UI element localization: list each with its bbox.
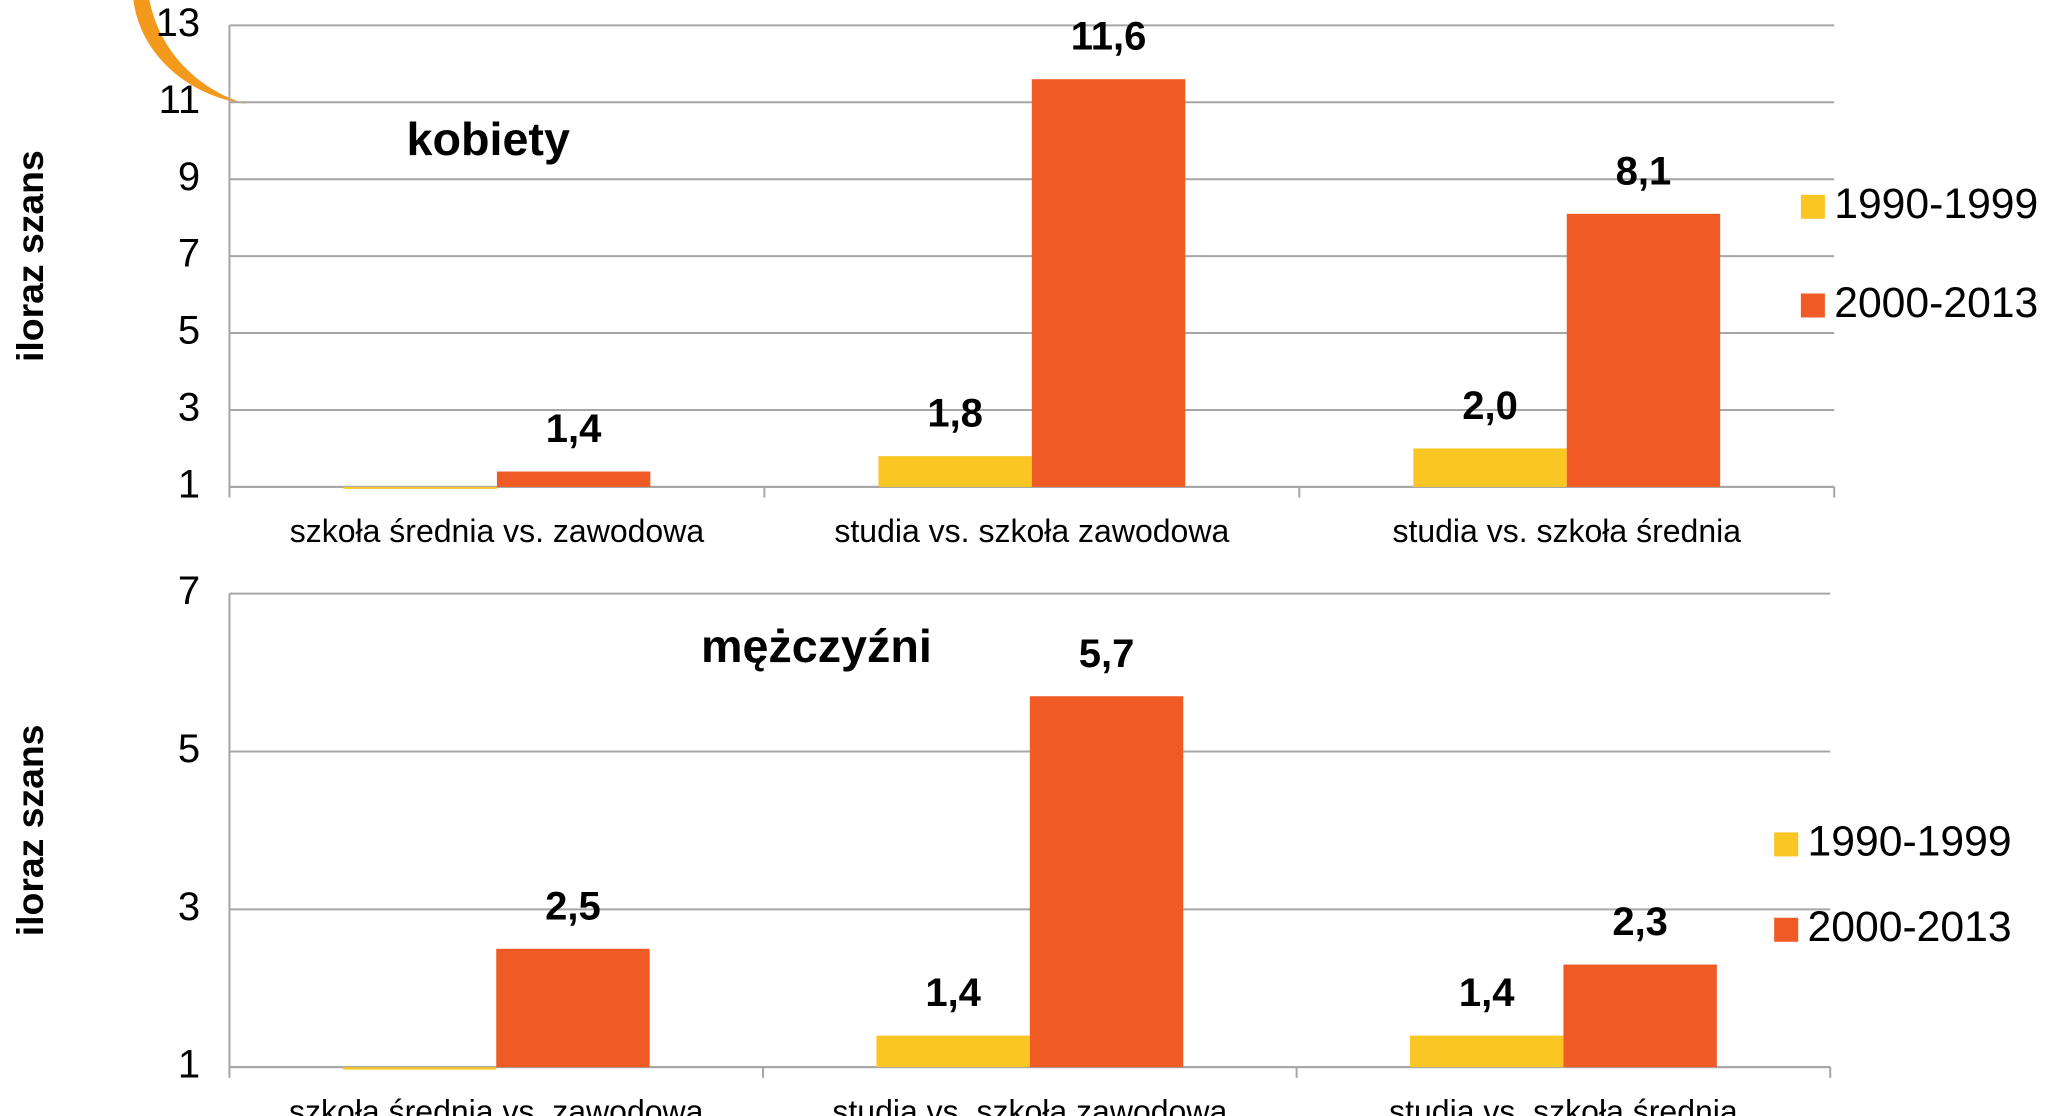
y-tick-label: 11 (159, 78, 201, 122)
x-tick-label: studia vs. szkoła zawodowa (832, 1093, 1227, 1116)
decoration (133, 0, 247, 105)
bar (1563, 964, 1717, 1068)
bar (1031, 79, 1186, 487)
y-tick-label: 7 (178, 569, 200, 613)
value-label: 2,0 (1462, 384, 1518, 428)
bar (342, 1067, 497, 1070)
y-tick-label: 5 (178, 309, 200, 353)
y-tick-label: 9 (178, 155, 200, 199)
value-label: 1,4 (546, 407, 602, 451)
x-tick-label: szkoła średnia vs. zawodowa (289, 1093, 704, 1116)
bar (1566, 213, 1721, 487)
y-tick-label: 1 (178, 462, 200, 506)
bar (496, 471, 651, 487)
bar (1029, 696, 1184, 1068)
value-label: 11,6 (1071, 15, 1147, 59)
y-tick-label: 13 (156, 1, 201, 45)
value-label: 1,8 (927, 392, 983, 436)
x-tick-label: szkoła średnia vs. zawodowa (290, 513, 705, 549)
annotation: kobiety (407, 113, 570, 165)
legend-label: 2000-2013 (1834, 279, 2038, 327)
bar (496, 948, 650, 1068)
y-tick-label: 3 (178, 885, 200, 929)
legend-label: 2000-2013 (1808, 903, 2012, 951)
value-label: 1,4 (1459, 971, 1515, 1015)
y-tick-label: 7 (178, 232, 200, 276)
value-label: 2,5 (545, 884, 601, 928)
annotation: mężczyźni (701, 620, 932, 672)
y-tick-label: 5 (178, 727, 200, 771)
legend-label: 1990-1999 (1834, 180, 2038, 228)
value-label: 2,3 (1612, 900, 1668, 944)
value-label: 8,1 (1616, 149, 1672, 193)
legend-swatch (1774, 832, 1799, 857)
legend-swatch (1774, 917, 1799, 942)
bar (878, 456, 1032, 487)
legend-label: 1990-1999 (1808, 818, 2012, 866)
x-tick-label: studia vs. szkoła średnia (1392, 513, 1741, 549)
legend-swatch (1800, 194, 1825, 219)
bar (876, 1035, 1030, 1068)
x-tick-label: studia vs. szkoła średnia (1389, 1093, 1738, 1116)
bar (1413, 448, 1567, 487)
value-label: 1,4 (925, 971, 981, 1015)
y-tick-label: 3 (178, 386, 200, 430)
legend-swatch (1800, 293, 1825, 318)
y-axis-title: iloraz szans (9, 725, 51, 937)
x-tick-label: studia vs. szkoła zawodowa (834, 513, 1229, 549)
value-label: 5,7 (1079, 632, 1135, 676)
y-tick-label: 1 (178, 1043, 200, 1087)
bar (1410, 1035, 1564, 1068)
bar (343, 486, 497, 489)
y-axis-title: iloraz szans (9, 150, 51, 362)
